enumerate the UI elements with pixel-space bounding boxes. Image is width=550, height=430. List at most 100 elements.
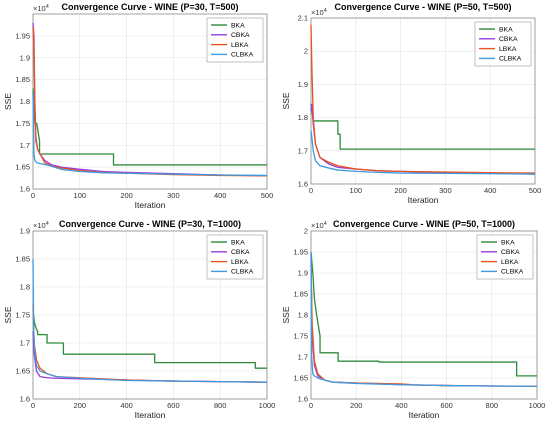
y-tick-label: 1.9 [298, 80, 308, 89]
x-axis-label: Iteration [409, 410, 440, 420]
x-tick-label: 500 [529, 186, 542, 195]
y-tick-label: 1.7 [298, 353, 308, 362]
y-axis-label: SSE [3, 93, 13, 110]
y-exponent-power: 4 [46, 4, 49, 10]
y-exponent-base: ×10 [33, 4, 46, 13]
legend-entry-lbka: LBKA [501, 259, 519, 266]
y-tick-label: 1.65 [15, 163, 30, 172]
x-tick-label: 200 [120, 191, 133, 200]
y-axis-label: SSE [281, 92, 291, 109]
legend-entry-clbka: CLBKA [231, 269, 254, 276]
y-exponent-label: ×104 [311, 221, 327, 230]
y-tick-label: 2 [304, 227, 308, 236]
y-tick-label: 1.7 [20, 141, 30, 150]
x-tick-label: 400 [395, 401, 408, 410]
x-tick-label: 0 [309, 401, 313, 410]
x-tick-label: 100 [350, 186, 363, 195]
chart-panel-3: 0 200 400 600 800 1000 1.6 1.65 1.7 1.75 1.8 1.85 1.… [3, 219, 275, 420]
y-exponent-label: ×104 [311, 8, 327, 17]
x-tick-label: 1000 [259, 401, 276, 410]
chart-title: Convergence Curve - WINE (P=50, T=1000) [333, 219, 515, 229]
y-exponent-base: ×10 [311, 221, 324, 230]
x-tick-label: 500 [261, 191, 274, 200]
chart-title: Convergence Curve - WINE (P=30, T=1000) [59, 219, 241, 229]
series-line-clbka [32, 92, 268, 177]
y-tick-label: 1.8 [298, 113, 308, 122]
chart-panel-2: 0 100 200 300 400 500 1.6 1.7 1.8 1.9 2 2.1 Converge… [281, 2, 541, 205]
y-tick-label: 1.8 [20, 97, 30, 106]
y-exponent-base: ×10 [311, 8, 324, 17]
legend-entry-clbka: CLBKA [231, 52, 254, 59]
legend-entry-lbka: LBKA [231, 259, 249, 266]
series-line-clbka [310, 251, 538, 388]
x-tick-label: 800 [486, 401, 499, 410]
y-tick-label: 1.85 [293, 290, 308, 299]
y-tick-label: 1.65 [293, 374, 308, 383]
y-tick-label: 1.6 [20, 185, 30, 194]
series-line-clbka [32, 258, 268, 383]
x-tick-label: 200 [350, 401, 363, 410]
y-exponent-label: ×104 [33, 4, 49, 13]
chart-title: Convergence Curve - WINE (P=50, T=500) [334, 2, 511, 12]
y-tick-label: 2.1 [298, 14, 308, 23]
y-tick-label: 2 [304, 47, 308, 56]
x-tick-label: 300 [167, 191, 180, 200]
y-tick-label: 1.7 [298, 146, 308, 155]
x-tick-label: 0 [31, 401, 35, 410]
y-exponent-power: 4 [46, 221, 49, 227]
series-line-bka [32, 309, 267, 369]
y-tick-label: 1.75 [15, 311, 30, 320]
y-tick-label: 1.85 [15, 75, 30, 84]
x-tick-label: 0 [31, 191, 35, 200]
x-tick-label: 300 [439, 186, 452, 195]
x-tick-label: 400 [214, 191, 227, 200]
y-tick-label: 1.95 [15, 31, 30, 40]
x-axis-label: Iteration [135, 200, 166, 210]
x-tick-label: 100 [74, 191, 87, 200]
series-line-lbka [310, 24, 536, 174]
legend-entry-bka: BKA [499, 26, 513, 33]
series-line-bka [310, 251, 537, 377]
x-tick-label: 600 [167, 401, 180, 410]
x-tick-label: 800 [214, 401, 227, 410]
y-tick-label: 1.8 [20, 283, 30, 292]
x-tick-label: 0 [309, 186, 313, 195]
y-axis-label: SSE [3, 306, 13, 323]
legend: BKA CBKA LBKA CLBKA [474, 21, 532, 67]
y-exponent-power: 4 [324, 8, 327, 14]
chart-panel-4: 0 200 400 600 800 1000 1.6 1.65 1.7 1.75 1.8 1.85 1.… [281, 219, 545, 420]
y-tick-label: 1.75 [15, 119, 30, 128]
legend-entry-clbka: CLBKA [499, 56, 522, 63]
legend-entry-lbka: LBKA [499, 46, 517, 53]
x-axis-label: Iteration [408, 195, 439, 205]
legend-entry-bka: BKA [231, 239, 245, 246]
axes-frame [310, 17, 536, 185]
legend-entry-cbka: CBKA [231, 249, 250, 256]
x-tick-label: 1000 [529, 401, 546, 410]
x-tick-label: 600 [440, 401, 453, 410]
y-tick-label: 1.95 [293, 248, 308, 257]
y-tick-label: 1.8 [298, 311, 308, 320]
y-tick-label: 1.85 [15, 255, 30, 264]
y-tick-label: 1.65 [15, 367, 30, 376]
y-tick-label: 1.9 [298, 269, 308, 278]
y-exponent-label: ×104 [33, 221, 49, 230]
legend-entry-cbka: CBKA [501, 249, 520, 256]
legend-entry-clbka: CLBKA [501, 269, 524, 276]
y-tick-label: 1.75 [293, 332, 308, 341]
chart-panel-1: 0 100 200 300 400 500 1.6 1.65 1.7 1.75 1.8 1.85 1.9… [3, 2, 273, 210]
legend: BKA CBKA LBKA CLBKA [206, 234, 264, 280]
y-exponent-power: 4 [324, 221, 327, 227]
legend-entry-cbka: CBKA [499, 36, 518, 43]
series-line-clbka [310, 130, 536, 175]
legend-entry-lbka: LBKA [231, 42, 249, 49]
x-tick-label: 400 [484, 186, 497, 195]
legend: BKA CBKA LBKA CLBKA [206, 17, 264, 63]
y-tick-label: 1.6 [298, 180, 308, 189]
chart-title: Convergence Curve - WINE (P=30, T=500) [61, 2, 238, 12]
y-tick-label: 1.6 [20, 395, 30, 404]
x-tick-label: 200 [394, 186, 407, 195]
y-tick-label: 1.6 [298, 395, 308, 404]
y-exponent-base: ×10 [33, 221, 46, 230]
y-tick-label: 1.9 [20, 53, 30, 62]
